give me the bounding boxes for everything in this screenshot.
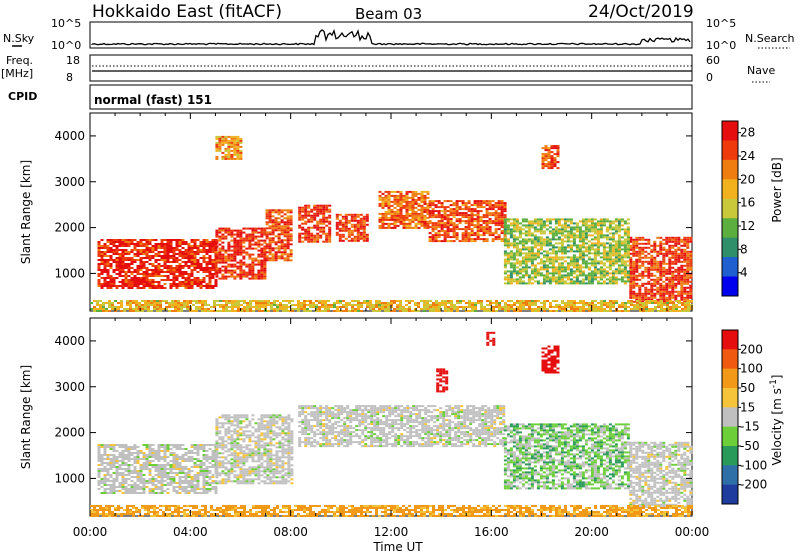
colorbar-swatch [722,388,738,408]
colorbar-tick-label: 100 [740,362,763,376]
y-tick-label: 4000 [54,129,85,143]
colorbar-tick-label: 28 [740,126,755,140]
colorbar-tick-label: 20 [740,172,755,186]
cpid-label: CPID [8,90,37,103]
y-tick-label: 2000 [54,426,85,440]
y-axis-label: Slant Range [km] [19,160,33,264]
x-tick-label: 08:00 [273,525,308,539]
colorbar-swatch [722,159,738,180]
x-tick-label: 04:00 [173,525,208,539]
y-tick-label: 3000 [54,380,85,394]
nsky-tick-top: 10^5 [51,17,81,30]
colorbar-swatch [722,237,738,258]
x-tick-label: 00:00 [675,525,710,539]
colorbar-tick-label: 15 [740,400,755,414]
nave-tick-bottom: 0 [706,71,713,84]
colorbar-tick-label: 16 [740,196,755,210]
colorbar-swatch [722,426,738,447]
x-tick-label: 00:00 [73,525,108,539]
colorbar-tick-label: -100 [740,458,767,472]
colorbar-swatch [722,140,738,161]
freq-tick-bottom: 8 [66,71,73,84]
x-tick-label: 12:00 [374,525,409,539]
y-tick-label: 1000 [54,471,85,485]
colorbar-tick-label: 12 [740,219,755,233]
y-tick-label: 2000 [54,221,85,235]
y-axis-label: Slant Range [km] [19,365,33,469]
colorbar-swatch [722,218,738,239]
freq-unit: [MHz] [1,67,33,80]
nsearch-tick-bottom: 10^0 [706,39,736,52]
colorbar-tick-label: 8 [740,242,748,256]
colorbar-tick-label: -200 [740,478,767,492]
colorbar-swatch [722,368,738,389]
time-axis: 00:00 04:00 08:00 12:00 16:00 20:00 00:00 [73,525,710,539]
nsearch-label: N.Search [745,32,795,45]
power-panel: 1000 2000 3000 4000 Slant Range [km] [19,112,693,312]
cpid-value: normal (fast) 151 [94,93,212,107]
y-tick-label: 4000 [54,334,85,348]
freq-strip [89,54,693,82]
cpid-strip [89,84,693,110]
colorbar-swatch [722,257,738,278]
colorbar-tick-label: 24 [740,149,755,163]
y-tick-label: 1000 [54,266,85,280]
colorbar-swatch [722,198,738,219]
colorbar-tick-label: 4 [740,266,748,280]
station-title: Hokkaido East (fitACF) [92,2,282,22]
date-title: 24/Oct/2019 [588,2,694,22]
colorbar-swatch [722,446,738,466]
colorbar-swatch [722,349,738,370]
colorbar-tick-label: 50 [740,381,755,395]
colorbar-label: Velocity [m s-1] [769,375,784,466]
y-tick-label: 3000 [54,175,85,189]
freq-label: Freq. [6,54,33,67]
colorbar-swatch [722,330,738,350]
velocity-panel: 1000 2000 3000 4000 Slant Range [km] [19,317,693,517]
nsearch-tick-top: 10^5 [706,17,736,30]
nave-tick-top: 60 [706,54,720,67]
colorbar-tick-label: 200 [740,342,763,356]
freq-tick-top: 18 [66,54,80,67]
colorbar-swatch [722,121,738,141]
colorbar-swatch [722,484,738,505]
colorbar-swatch [722,407,738,428]
noise-strip [89,21,693,49]
x-tick-label: 20:00 [574,525,609,539]
colorbar-tick-label: -50 [740,439,760,453]
colorbar-tick-label: -15 [740,420,760,434]
x-tick-label: 16:00 [474,525,509,539]
colorbar-swatch [722,465,738,486]
beam-title: Beam 03 [355,5,422,23]
power-colorbar: 4 8 12 16 20 24 28 Power [dB] [721,120,784,297]
nsky-label: N.Sky [3,32,35,45]
time-axis-label: Time UT [372,540,423,554]
nave-label: Nave [747,64,775,77]
noise-trace [91,28,691,46]
colorbar-label: Power [dB] [770,157,784,222]
colorbar-swatch [722,179,738,200]
colorbar-swatch [722,276,738,297]
nsky-tick-bottom: 10^0 [51,39,81,52]
